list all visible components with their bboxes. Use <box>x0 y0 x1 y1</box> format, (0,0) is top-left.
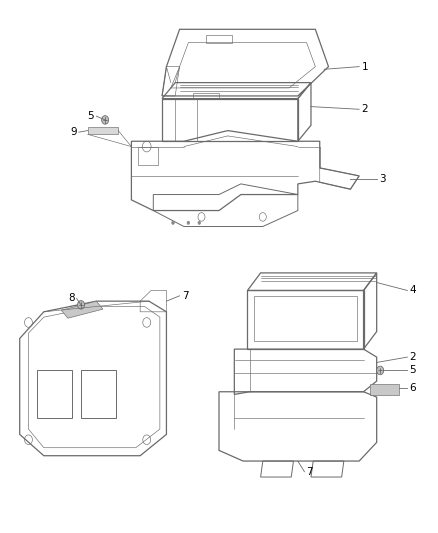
Text: 6: 6 <box>410 383 416 393</box>
Polygon shape <box>370 384 399 395</box>
Circle shape <box>102 116 109 124</box>
Text: 1: 1 <box>361 62 368 71</box>
Text: 2: 2 <box>410 352 416 362</box>
Text: 2: 2 <box>361 104 368 114</box>
Circle shape <box>78 301 85 309</box>
Text: 9: 9 <box>70 127 77 137</box>
Text: 4: 4 <box>410 286 416 295</box>
Text: 7: 7 <box>307 467 313 477</box>
Polygon shape <box>88 127 118 134</box>
Circle shape <box>198 221 201 224</box>
Text: 5: 5 <box>410 366 416 375</box>
Text: 7: 7 <box>182 291 188 301</box>
Circle shape <box>172 221 174 224</box>
Circle shape <box>377 366 384 375</box>
Circle shape <box>187 221 190 224</box>
Text: 8: 8 <box>68 294 74 303</box>
Polygon shape <box>61 301 103 318</box>
Text: 5: 5 <box>88 111 94 121</box>
Text: 3: 3 <box>379 174 385 183</box>
